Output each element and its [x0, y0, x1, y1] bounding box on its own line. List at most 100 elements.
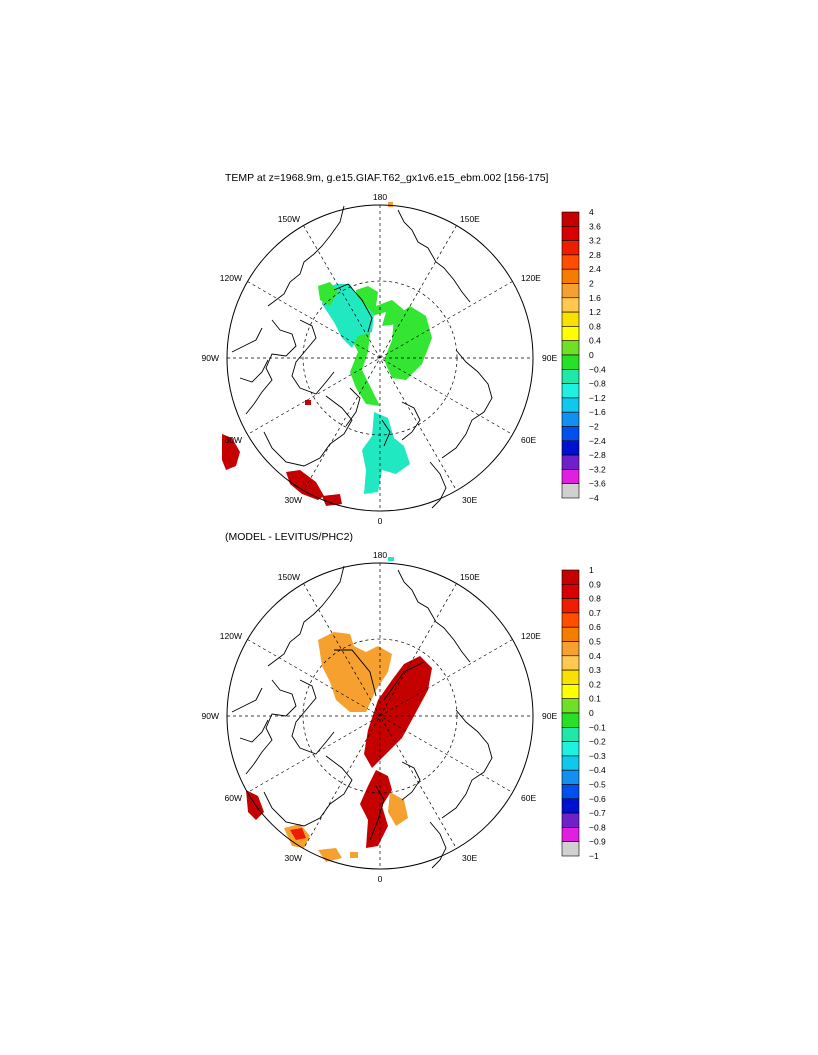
bottom-lon-label: 150W [278, 572, 300, 582]
top-colorbar-label: 0.8 [589, 321, 601, 331]
top-field-green-3 [318, 282, 338, 306]
top-lon-label: 0 [378, 516, 383, 526]
bottom-colorbar-label: −0.6 [589, 794, 606, 804]
bottom-colorbar-label: 0.2 [589, 679, 601, 689]
bottom-field-red-2 [290, 828, 306, 840]
bottom-lon-label: 30W [285, 853, 302, 863]
top-lon-label: 120E [521, 273, 541, 283]
top-colorbar-label: 0.4 [589, 336, 601, 346]
top-colorbar-label: 0 [589, 350, 594, 360]
bottom-colorbar-swatch [561, 726, 580, 742]
bottom-panel: (MODEL - LEVITUS/PHC2) [202, 531, 607, 884]
top-lon-label: 150W [278, 214, 300, 224]
bottom-lon-label: 120E [521, 631, 541, 641]
top-colorbar-label: 2.4 [589, 264, 601, 274]
bottom-colorbar-swatch [561, 626, 580, 642]
top-colorbar-swatch [561, 368, 580, 384]
bottom-map [226, 557, 534, 870]
bottom-colorbar-swatch [561, 684, 580, 700]
top-field-cyan-1 [322, 284, 374, 348]
top-graticule [227, 205, 533, 511]
bottom-lon-label: 60W [225, 793, 242, 803]
bottom-colorbar-label: 0 [589, 708, 594, 718]
top-colorbar-label: 3.2 [589, 236, 601, 246]
top-colorbar-label: −2.4 [589, 436, 606, 446]
bottom-colorbar-label: −0.2 [589, 737, 606, 747]
top-field-orange-dot [388, 202, 393, 207]
top-colorbar-label: 2 [589, 279, 594, 289]
top-colorbar-label: 2.8 [589, 250, 601, 260]
top-colorbar-label: 1.6 [589, 293, 601, 303]
top-colorbar-label: 4 [589, 207, 594, 217]
bottom-colorbar-label: 0.8 [589, 594, 601, 604]
bottom-title: (MODEL - LEVITUS/PHC2) [225, 531, 353, 543]
bottom-lon-label: 180 [373, 550, 387, 560]
bottom-colorbar-swatch [561, 712, 580, 728]
top-colorbar-swatch [561, 454, 580, 470]
bottom-colorbar-label: −0.9 [589, 837, 606, 847]
bottom-colorbar-swatch [561, 583, 580, 599]
bottom-colorbar-label: 0.6 [589, 622, 601, 632]
top-contours [333, 283, 391, 447]
bottom-colorbar: 1 0.9 0.8 0.7 0.6 0.5 0.4 0.3 0.2 0.1 0 −0.1 −0.2 −0.… [561, 565, 606, 861]
top-colorbar-swatch [561, 254, 580, 270]
top-colorbar-label: −2 [589, 422, 599, 432]
top-field-red-dot [305, 400, 311, 405]
bottom-colorbar-swatch [561, 741, 580, 757]
bottom-lon-label: 120W [220, 631, 242, 641]
bottom-colorbar-swatch [561, 669, 580, 685]
top-colorbar-swatch [561, 483, 580, 499]
bottom-colorbar-label: −0.7 [589, 808, 606, 818]
bottom-field-darkred-2 [360, 770, 392, 848]
bottom-colorbar-swatch [561, 698, 580, 714]
top-colorbar-swatch [561, 311, 580, 327]
top-colorbar-swatch [561, 268, 580, 284]
top-colorbar-label: −3.6 [589, 479, 606, 489]
top-lon-label: 120W [220, 273, 242, 283]
bottom-colorbar-label: 0.9 [589, 579, 601, 589]
bottom-colorbar-swatch [561, 655, 580, 671]
bottom-colorbar-label: 0.7 [589, 608, 601, 618]
top-field-cyan-2 [362, 412, 410, 494]
bottom-colorbar-swatch [561, 598, 580, 614]
top-colorbar-label: −4 [589, 493, 599, 503]
bottom-field-orange-4 [318, 848, 342, 862]
top-colorbar-label: −1.6 [589, 407, 606, 417]
top-lon-label: 30E [462, 495, 477, 505]
top-colorbar-swatch [561, 469, 580, 484]
top-field-red-3 [322, 494, 342, 506]
top-colorbar-swatch [561, 383, 580, 399]
bottom-colorbar-swatch [561, 812, 580, 828]
bottom-colorbar-swatch [561, 798, 580, 814]
bottom-colorbar-swatch [561, 569, 580, 585]
top-lon-labels: 180 150E 120E 90E 60E 30E 0 30W 60W 90W … [202, 192, 558, 526]
bottom-colorbar-label: −0.3 [589, 751, 606, 761]
bottom-colorbar-label: −0.1 [589, 722, 606, 732]
top-lon-label: 180 [373, 192, 387, 202]
top-colorbar-swatch [561, 426, 580, 442]
bottom-coastlines [231, 565, 493, 869]
bottom-lon-label: 30E [462, 853, 477, 863]
bottom-field-orange-2 [388, 792, 408, 826]
top-colorbar-label: 1.2 [589, 307, 601, 317]
top-lon-label: 60W [225, 435, 242, 445]
top-colorbar-swatch [561, 326, 580, 341]
bottom-colorbar-label: −0.8 [589, 822, 606, 832]
bottom-colorbar-label: 0.3 [589, 665, 601, 675]
bottom-colorbar-label: −0.5 [589, 780, 606, 790]
top-field-red-2 [286, 470, 324, 500]
bottom-colorbar-label: 0.4 [589, 651, 601, 661]
top-colorbar-label: −3.2 [589, 464, 606, 474]
bottom-colorbar-label: 0.1 [589, 694, 601, 704]
top-colorbar-swatch [561, 226, 580, 241]
top-lon-label: 30W [285, 495, 302, 505]
bottom-graticule [227, 563, 533, 869]
top-colorbar-swatch [561, 211, 580, 227]
bottom-colorbar-swatch [561, 755, 580, 771]
bottom-field-cyan-dot [388, 557, 394, 561]
top-colorbar-swatch [561, 283, 580, 299]
top-coastlines [231, 205, 493, 509]
bottom-field-darkred-1 [364, 656, 432, 768]
bottom-colorbar-swatch [561, 612, 580, 628]
